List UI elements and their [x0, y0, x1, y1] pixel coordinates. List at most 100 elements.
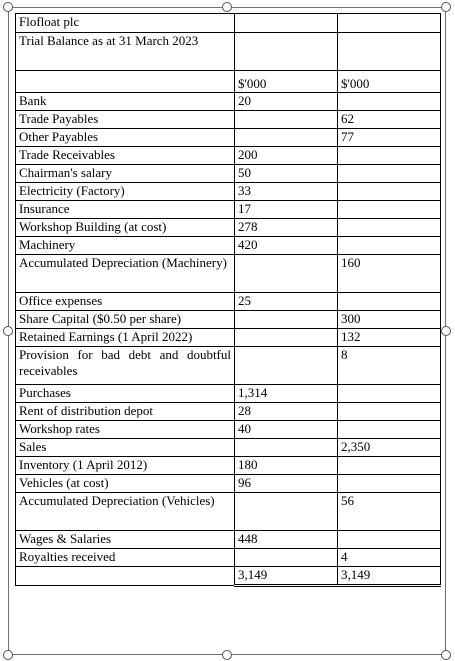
table-row: Trade Receivables 200 [15, 146, 441, 165]
blank-cell [234, 13, 338, 33]
debit-amount: 25 [234, 292, 338, 311]
table-row: Wages & Salaries 448 [15, 530, 441, 549]
account-name: Inventory (1 April 2012) [15, 456, 235, 475]
debit-amount: 180 [234, 456, 338, 475]
credit-amount [337, 292, 441, 311]
debit-amount: 278 [234, 218, 338, 237]
totals-row: 3,149 3,149 [15, 566, 441, 587]
account-name: Other Payables [15, 128, 235, 147]
account-name: Vehicles (at cost) [15, 474, 235, 493]
resize-handle-bottom-center[interactable] [222, 650, 232, 660]
account-name: Rent of distribution depot [15, 402, 235, 421]
debit-amount [234, 346, 338, 385]
account-name: Workshop Building (at cost) [15, 218, 235, 237]
debit-amount [234, 548, 338, 567]
table-row: Insurance 17 [15, 200, 441, 219]
debit-amount: 1,314 [234, 384, 338, 403]
credit-amount [337, 92, 441, 111]
debit-amount [234, 254, 338, 293]
statement-title-row: Trial Balance as at 31 March 2023 [15, 32, 441, 71]
debit-column-header: $'000 [234, 70, 338, 93]
account-name: Accumulated Depreciation (Machinery) [15, 254, 235, 293]
debit-amount: 96 [234, 474, 338, 493]
blank-cell [234, 32, 338, 71]
table-row: Workshop Building (at cost) 278 [15, 218, 441, 237]
resize-handle-middle-right[interactable] [441, 326, 451, 336]
credit-amount [337, 218, 441, 237]
debit-amount [234, 110, 338, 129]
account-name: Machinery [15, 236, 235, 255]
table-row: Share Capital ($0.50 per share) 300 [15, 310, 441, 329]
credit-amount: 4 [337, 548, 441, 567]
table-row: Office expenses 25 [15, 292, 441, 311]
account-name: Office expenses [15, 292, 235, 311]
credit-amount [337, 182, 441, 201]
account-name: Royalties received [15, 548, 235, 567]
credit-amount: 56 [337, 492, 441, 531]
account-name: Insurance [15, 200, 235, 219]
debit-amount: 448 [234, 530, 338, 549]
debit-amount [234, 310, 338, 329]
credit-amount: 300 [337, 310, 441, 329]
credit-amount [337, 420, 441, 439]
resize-handle-middle-left[interactable] [3, 326, 13, 336]
table-row: Provision for bad debt and doubtful rece… [15, 346, 441, 385]
account-name: Wages & Salaries [15, 530, 235, 549]
table-row: Electricity (Factory) 33 [15, 182, 441, 201]
credit-amount [337, 236, 441, 255]
resize-handle-bottom-right[interactable] [441, 650, 451, 660]
credit-amount [337, 384, 441, 403]
debit-amount: 33 [234, 182, 338, 201]
account-name: Bank [15, 92, 235, 111]
table-row: Sales 2,350 [15, 438, 441, 457]
credit-amount: 8 [337, 346, 441, 385]
credit-amount [337, 146, 441, 165]
table-row: Retained Earnings (1 April 2022) 132 [15, 328, 441, 347]
blank-cell [337, 32, 441, 71]
credit-amount: 62 [337, 110, 441, 129]
table-row: Chairman's salary 50 [15, 164, 441, 183]
account-name: Accumulated Depreciation (Vehicles) [15, 492, 235, 531]
resize-handle-top-right[interactable] [441, 2, 451, 12]
debit-amount: 420 [234, 236, 338, 255]
blank-cell [337, 13, 441, 33]
table-row: Other Payables 77 [15, 128, 441, 147]
credit-amount: 77 [337, 128, 441, 147]
trial-balance-table: Flofloat plc Trial Balance as at 31 Marc… [15, 13, 441, 587]
debit-amount: 40 [234, 420, 338, 439]
debit-total: 3,149 [234, 566, 338, 587]
table-row: Trade Payables 62 [15, 110, 441, 129]
table-row: Workshop rates 40 [15, 420, 441, 439]
table-row: Vehicles (at cost) 96 [15, 474, 441, 493]
table-row: Rent of distribution depot 28 [15, 402, 441, 421]
company-name: Flofloat plc [15, 13, 235, 33]
account-name: Trade Payables [15, 110, 235, 129]
debit-amount: 50 [234, 164, 338, 183]
credit-amount: 132 [337, 328, 441, 347]
debit-amount: 20 [234, 92, 338, 111]
table-row: Purchases 1,314 [15, 384, 441, 403]
account-name: Chairman's salary [15, 164, 235, 183]
credit-amount [337, 474, 441, 493]
account-name: Provision for bad debt and doubtful rece… [15, 346, 235, 385]
account-name: Workshop rates [15, 420, 235, 439]
credit-amount: 2,350 [337, 438, 441, 457]
debit-amount: 200 [234, 146, 338, 165]
table-row: Inventory (1 April 2012) 180 [15, 456, 441, 475]
account-name: Sales [15, 438, 235, 457]
blank-cell [15, 70, 235, 93]
debit-amount [234, 438, 338, 457]
table-row: Royalties received 4 [15, 548, 441, 567]
resize-handle-top-left[interactable] [3, 2, 13, 12]
debit-amount: 17 [234, 200, 338, 219]
table-row: Accumulated Depreciation (Machinery) 160 [15, 254, 441, 293]
debit-amount: 28 [234, 402, 338, 421]
credit-amount [337, 164, 441, 183]
table-row: Accumulated Depreciation (Vehicles) 56 [15, 492, 441, 531]
credit-amount [337, 530, 441, 549]
credit-amount: 160 [337, 254, 441, 293]
resize-handle-top-center[interactable] [222, 2, 232, 12]
credit-amount [337, 200, 441, 219]
resize-handle-bottom-left[interactable] [3, 650, 13, 660]
account-name: Share Capital ($0.50 per share) [15, 310, 235, 329]
